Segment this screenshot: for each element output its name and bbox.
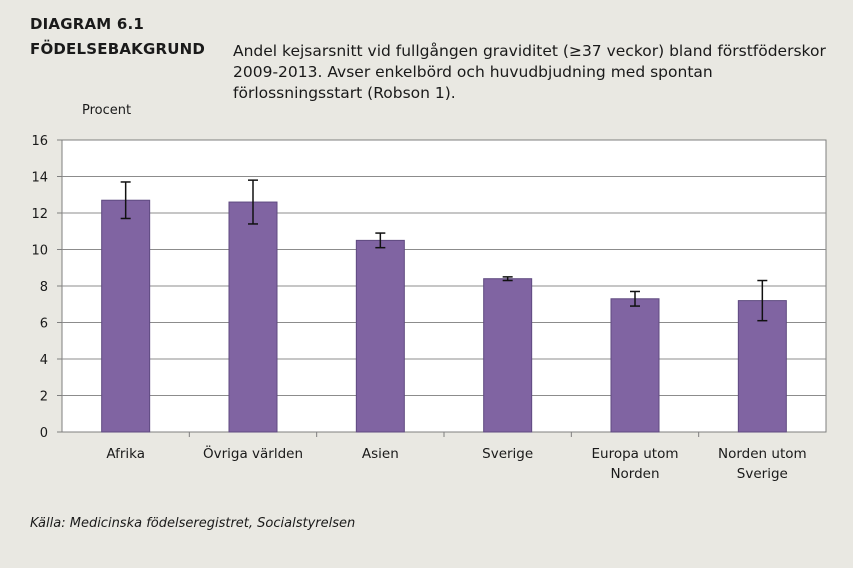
source-note: Källa: Medicinska födelseregistret, Soci… xyxy=(30,516,356,531)
x-tick-label: Norden xyxy=(610,466,659,482)
y-tick-label: 4 xyxy=(40,353,48,368)
y-tick-label: 2 xyxy=(40,390,48,405)
x-tick-label: Europa utom xyxy=(592,446,679,462)
diagram-topic: FÖDELSEBAKGRUND xyxy=(30,40,206,58)
diagram-header: DIAGRAM 6.1 FÖDELSEBAKGRUND xyxy=(30,12,205,62)
chart-title: Andel kejsarsnitt vid fullgången gravidi… xyxy=(233,42,826,102)
bar xyxy=(737,300,787,433)
diagram-number: DIAGRAM 6.1 xyxy=(30,15,145,33)
x-tick-label: Afrika xyxy=(106,446,145,462)
y-tick-label: 8 xyxy=(40,280,48,295)
y-tick-label: 14 xyxy=(31,171,48,186)
x-tick-label: Övriga världen xyxy=(203,444,303,462)
bar xyxy=(355,239,405,433)
y-tick-label: 12 xyxy=(31,207,48,222)
x-tick-label: Sverige xyxy=(737,466,788,482)
bar xyxy=(228,201,278,433)
x-tick-label: Sverige xyxy=(482,446,533,462)
y-axis-label: Procent xyxy=(82,103,132,118)
x-tick-label: Asien xyxy=(362,446,399,462)
x-tick-label: Norden utom xyxy=(718,446,807,462)
bar xyxy=(101,199,151,433)
y-tick-label: 16 xyxy=(31,134,48,149)
bar xyxy=(483,278,533,433)
bar xyxy=(610,298,660,433)
y-tick-label: 0 xyxy=(40,426,48,441)
y-tick-label: 6 xyxy=(40,317,48,332)
y-tick-label: 10 xyxy=(31,244,48,259)
